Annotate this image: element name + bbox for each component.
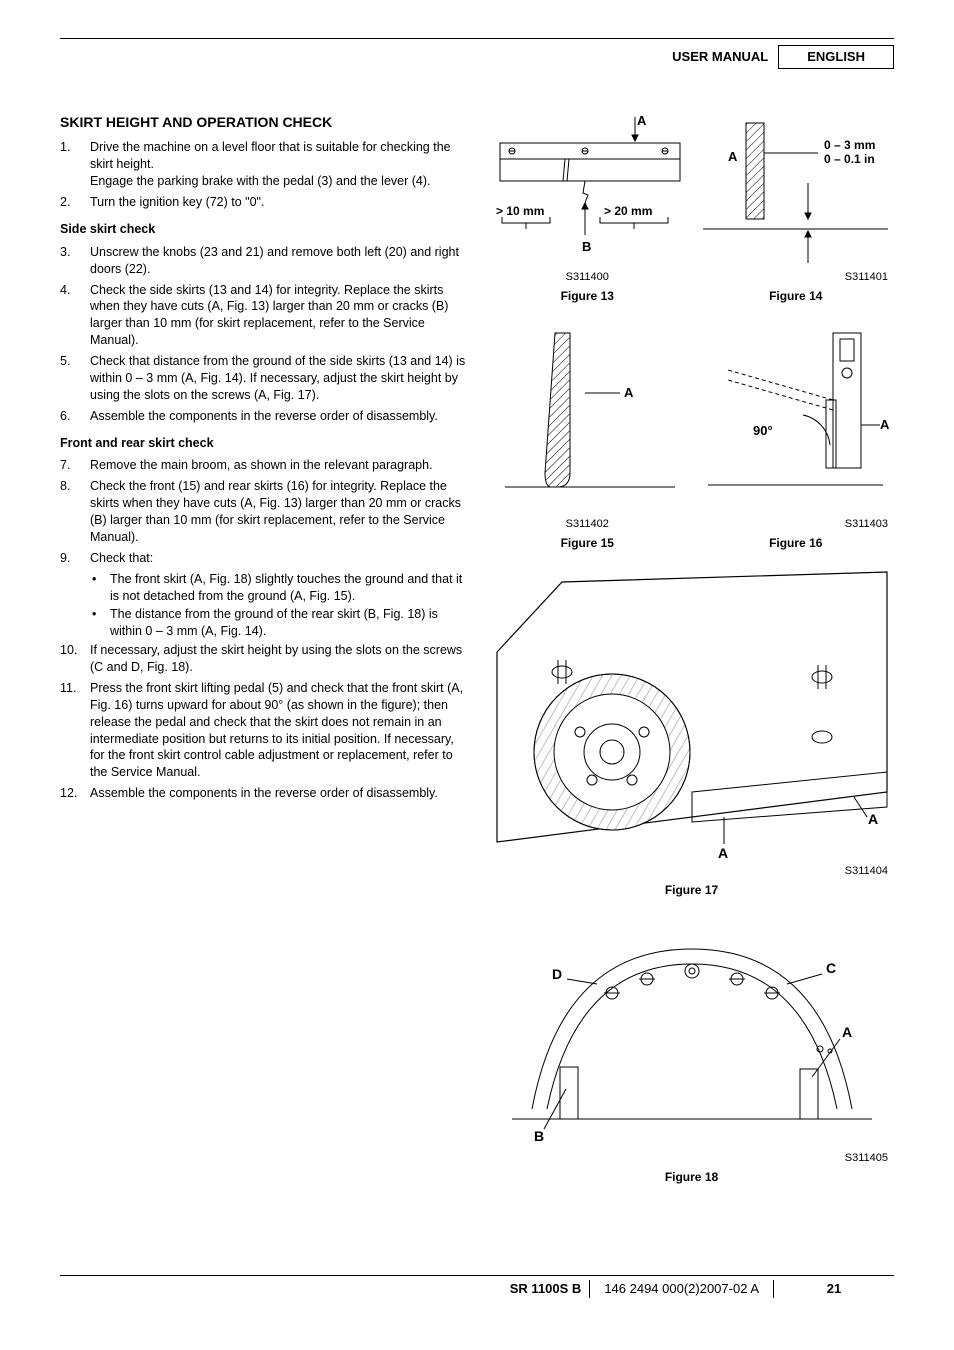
content-columns: SKIRT HEIGHT AND OPERATION CHECK 1.Drive… <box>60 113 894 1196</box>
figures-column: A B > 10 mm > 20 mm S311400 Figure 13 <box>489 113 894 1196</box>
fig18-label-B: B <box>534 1128 544 1144</box>
step-number: 5. <box>60 353 90 404</box>
step-text: Remove the main broom, as shown in the r… <box>90 457 467 474</box>
text-column: SKIRT HEIGHT AND OPERATION CHECK 1.Drive… <box>60 113 467 1196</box>
step-item: 8.Check the front (15) and rear skirts (… <box>60 478 467 546</box>
figure-17-id: S311404 <box>489 864 894 879</box>
fig18-label-C: C <box>826 960 836 976</box>
fig14-range: 0 – 3 mm0 – 0.1 in <box>824 138 875 166</box>
step-item: 4.Check the side skirts (13 and 14) for … <box>60 282 467 350</box>
step-number: 12. <box>60 785 90 802</box>
bullet-item: The front skirt (A, Fig. 18) slightly to… <box>90 571 467 605</box>
fig17-label-A: A <box>718 845 728 861</box>
figure-13-id: S311400 <box>489 270 686 285</box>
step-item: 3.Unscrew the knobs (23 and 21) and remo… <box>60 244 467 278</box>
step-9-bullets: The front skirt (A, Fig. 18) slightly to… <box>90 571 467 641</box>
step-item: 5.Check that distance from the ground of… <box>60 353 467 404</box>
step-number: 2. <box>60 194 90 211</box>
figure-row-17: A A S311404 Figure 17 <box>489 562 894 899</box>
step-number: 4. <box>60 282 90 350</box>
figure-15-id: S311402 <box>489 517 686 532</box>
footer-doc: 146 2494 000(2)2007-02 A <box>590 1280 774 1298</box>
figure-14: A 0 – 3 mm0 – 0.1 in S311401 Figure 14 <box>698 113 895 305</box>
figure-16-id: S311403 <box>698 517 895 532</box>
figure-16: 90° A S311403 Figure 16 <box>698 315 895 552</box>
fig13-label-B: B <box>582 239 591 254</box>
figure-16-caption: Figure 16 <box>698 535 895 551</box>
step-item: 10.If necessary, adjust the skirt height… <box>60 642 467 676</box>
fig13-label-A: A <box>637 113 647 128</box>
footer-page: 21 <box>774 1280 894 1298</box>
step-text: Check the front (15) and rear skirts (16… <box>90 478 467 546</box>
step-item: 6.Assemble the components in the reverse… <box>60 408 467 425</box>
step-item: 12.Assemble the components in the revers… <box>60 785 467 802</box>
figure-17: A A S311404 Figure 17 <box>489 562 894 899</box>
fig16-deg: 90° <box>753 423 773 438</box>
fig13-gt20: > 20 mm <box>604 204 652 218</box>
step-text: Press the front skirt lifting pedal (5) … <box>90 680 467 781</box>
subheading-side-skirt: Side skirt check <box>60 221 467 238</box>
step-text: Drive the machine on a level floor that … <box>90 139 467 190</box>
fig16-label-A: A <box>880 417 890 432</box>
figure-18-id: S311405 <box>489 1151 894 1166</box>
step-number: 11. <box>60 680 90 781</box>
subheading-front-rear-skirt: Front and rear skirt check <box>60 435 467 452</box>
fig18-label-A: A <box>842 1024 852 1040</box>
footer: SR 1100S B 146 2494 000(2)2007-02 A 21 <box>60 1275 894 1298</box>
figure-15: A S311402 Figure 15 <box>489 315 686 552</box>
step-number: 6. <box>60 408 90 425</box>
step-text: Check that distance from the ground of t… <box>90 353 467 404</box>
step-number: 3. <box>60 244 90 278</box>
figure-18-caption: Figure 18 <box>489 1169 894 1185</box>
step-number: 8. <box>60 478 90 546</box>
fig14-label-A: A <box>728 149 738 164</box>
steps-list-c: 7.Remove the main broom, as shown in the… <box>60 457 467 566</box>
fig18-label-D: D <box>552 966 562 982</box>
step-text: If necessary, adjust the skirt height by… <box>90 642 467 676</box>
figure-15-caption: Figure 15 <box>489 535 686 551</box>
step-item: 1.Drive the machine on a level floor tha… <box>60 139 467 190</box>
section-title: SKIRT HEIGHT AND OPERATION CHECK <box>60 113 467 132</box>
fig15-label-A: A <box>624 385 634 400</box>
steps-list-d: 10.If necessary, adjust the skirt height… <box>60 642 467 802</box>
figure-14-caption: Figure 14 <box>698 288 895 304</box>
step-text: Unscrew the knobs (23 and 21) and remove… <box>90 244 467 278</box>
step-item: 2.Turn the ignition key (72) to "0". <box>60 194 467 211</box>
steps-list-b: 3.Unscrew the knobs (23 and 21) and remo… <box>60 244 467 425</box>
figure-14-id: S311401 <box>698 270 895 285</box>
step-number: 9. <box>60 550 90 567</box>
figure-row-13-14: A B > 10 mm > 20 mm S311400 Figure 13 <box>489 113 894 305</box>
step-item: 9.Check that: <box>60 550 467 567</box>
step-number: 7. <box>60 457 90 474</box>
header-language: ENGLISH <box>778 45 894 69</box>
step-text: Check the side skirts (13 and 14) for in… <box>90 282 467 350</box>
step-text: Check that: <box>90 550 467 567</box>
figure-row-15-16: A S311402 Figure 15 <box>489 315 894 552</box>
step-text: Assemble the components in the reverse o… <box>90 785 467 802</box>
figure-13: A B > 10 mm > 20 mm S311400 Figure 13 <box>489 113 686 305</box>
fig13-gt10: > 10 mm <box>496 204 544 218</box>
step-text: Turn the ignition key (72) to "0". <box>90 194 467 211</box>
figure-row-18: D C A B S311405 Figure 18 <box>489 929 894 1186</box>
bullet-item: The distance from the ground of the rear… <box>90 606 467 640</box>
bullet-text: The distance from the ground of the rear… <box>110 606 467 640</box>
fig17-label-A2: A <box>868 811 878 827</box>
step-number: 1. <box>60 139 90 190</box>
figure-17-caption: Figure 17 <box>489 882 894 898</box>
step-item: 11.Press the front skirt lifting pedal (… <box>60 680 467 781</box>
header-bar: USER MANUAL ENGLISH <box>60 45 894 69</box>
footer-model: SR 1100S B <box>502 1280 591 1298</box>
steps-list-a: 1.Drive the machine on a level floor tha… <box>60 139 467 211</box>
step-text: Assemble the components in the reverse o… <box>90 408 467 425</box>
figure-18: D C A B S311405 Figure 18 <box>489 929 894 1186</box>
step-number: 10. <box>60 642 90 676</box>
figure-13-caption: Figure 13 <box>489 288 686 304</box>
step-item: 7.Remove the main broom, as shown in the… <box>60 457 467 474</box>
header-rule <box>60 38 894 39</box>
bullet-text: The front skirt (A, Fig. 18) slightly to… <box>110 571 467 605</box>
header-user-manual: USER MANUAL <box>672 48 778 66</box>
